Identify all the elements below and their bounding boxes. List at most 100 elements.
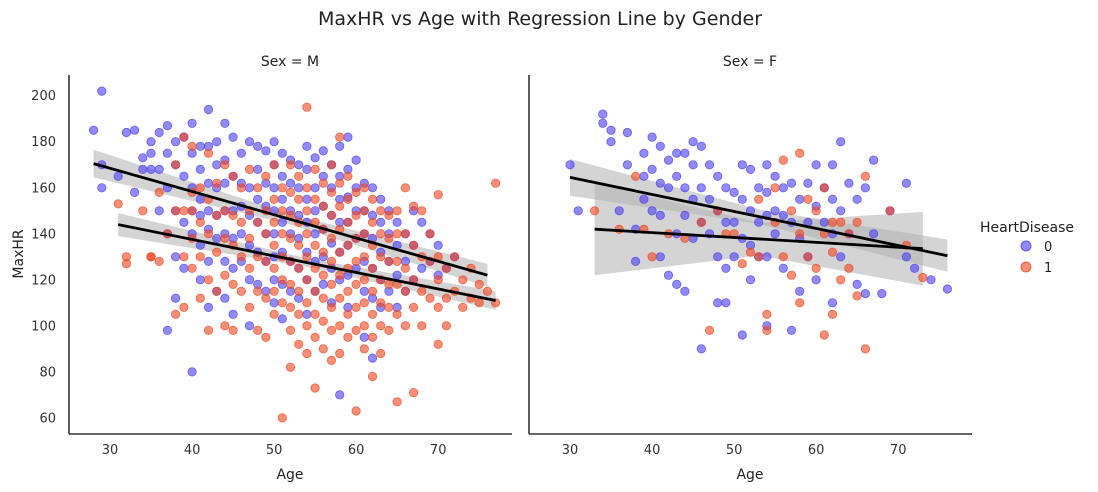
data-point-1: [343, 217, 353, 227]
data-point-1: [310, 164, 320, 174]
data-point-0: [942, 284, 953, 294]
data-point-0: [721, 263, 731, 273]
data-point-0: [770, 206, 780, 216]
data-point-0: [335, 141, 345, 151]
data-point-1: [343, 240, 353, 250]
data-point-0: [754, 183, 764, 193]
data-point-0: [655, 252, 665, 262]
panel-sex-f: Sex = F 30 40 50 60 70 Age: [528, 54, 972, 483]
data-point-0: [89, 125, 99, 135]
data-point-1: [244, 233, 255, 243]
data-point-1: [187, 141, 197, 151]
data-point-1: [318, 270, 328, 280]
data-point-1: [277, 298, 287, 308]
data-point-1: [433, 190, 443, 200]
data-point-0: [630, 256, 641, 266]
data-point-0: [770, 229, 780, 239]
legend-title: HeartDisease: [980, 220, 1074, 236]
data-point-1: [261, 229, 271, 239]
data-point-1: [326, 325, 337, 335]
data-point-1: [359, 275, 369, 285]
data-point-1: [819, 183, 829, 193]
data-point-0: [228, 263, 238, 273]
data-point-0: [212, 160, 222, 170]
data-point-0: [844, 178, 854, 188]
data-point-0: [836, 206, 846, 216]
data-point-1: [244, 164, 255, 174]
data-point-0: [713, 252, 723, 262]
data-point-0: [253, 141, 263, 151]
data-point-0: [244, 321, 255, 331]
data-point-1: [343, 194, 353, 204]
data-point-0: [187, 118, 197, 128]
data-point-1: [417, 206, 427, 216]
data-point-1: [836, 217, 846, 227]
data-point-1: [335, 270, 345, 280]
data-point-1: [220, 270, 230, 280]
data-point-1: [392, 309, 402, 319]
data-point-1: [647, 252, 657, 262]
data-point-1: [236, 183, 246, 193]
legend-label-0: 0: [1044, 240, 1052, 255]
data-point-1: [335, 293, 345, 303]
data-point-0: [261, 146, 271, 156]
data-point-1: [244, 263, 255, 273]
data-point-1: [318, 247, 328, 257]
data-point-1: [754, 194, 764, 204]
data-point-1: [343, 286, 353, 296]
data-point-1: [392, 256, 402, 266]
data-point-1: [302, 252, 312, 262]
data-point-1: [269, 240, 279, 250]
data-point-0: [113, 171, 123, 181]
data-point-1: [449, 252, 460, 262]
data-point-1: [458, 302, 468, 312]
data-point-1: [228, 279, 238, 289]
data-point-0: [926, 275, 936, 285]
data-point-0: [786, 178, 797, 188]
regression-line-1: [117, 223, 496, 302]
data-point-1: [441, 293, 451, 303]
data-point-1: [294, 171, 304, 181]
data-point-0: [97, 86, 107, 96]
data-point-1: [367, 194, 378, 204]
data-point-1: [277, 183, 287, 193]
data-point-0: [762, 187, 772, 197]
data-point-0: [836, 137, 846, 147]
x-axis-label-m: Age: [276, 467, 303, 483]
data-point-1: [261, 332, 271, 342]
data-point-0: [680, 210, 690, 220]
data-point-1: [195, 293, 205, 303]
data-point-1: [187, 206, 197, 216]
data-point-1: [425, 229, 435, 239]
data-point-0: [285, 178, 296, 188]
data-point-0: [803, 178, 813, 188]
data-point-1: [786, 270, 797, 280]
data-point-1: [310, 383, 320, 393]
data-point-1: [269, 309, 279, 319]
data-point-0: [302, 194, 312, 204]
data-point-0: [680, 148, 690, 158]
data-point-0: [302, 164, 312, 174]
data-point-0: [573, 206, 583, 216]
data-point-0: [655, 178, 665, 188]
data-point-0: [179, 217, 189, 227]
data-point-1: [400, 321, 410, 331]
data-point-0: [688, 160, 698, 170]
data-point-0: [655, 210, 665, 220]
data-point-1: [203, 229, 214, 239]
data-point-0: [220, 256, 230, 266]
data-point-1: [335, 201, 345, 211]
y-tick-label: 200: [31, 89, 56, 104]
data-point-0: [212, 233, 222, 243]
axes-m: 30 40 50 60 70 60 80 100 120 140 160 180 200: [31, 75, 512, 458]
data-point-1: [318, 201, 328, 211]
data-point-0: [713, 171, 723, 181]
data-point-1: [302, 298, 312, 308]
data-point-1: [425, 293, 435, 303]
legend-marker-0: [1020, 240, 1032, 252]
data-point-1: [154, 256, 164, 266]
legend: HeartDisease 0 1: [980, 220, 1074, 276]
data-point-1: [918, 272, 928, 283]
x-tick-label: 60: [808, 443, 825, 458]
data-point-0: [417, 217, 427, 227]
